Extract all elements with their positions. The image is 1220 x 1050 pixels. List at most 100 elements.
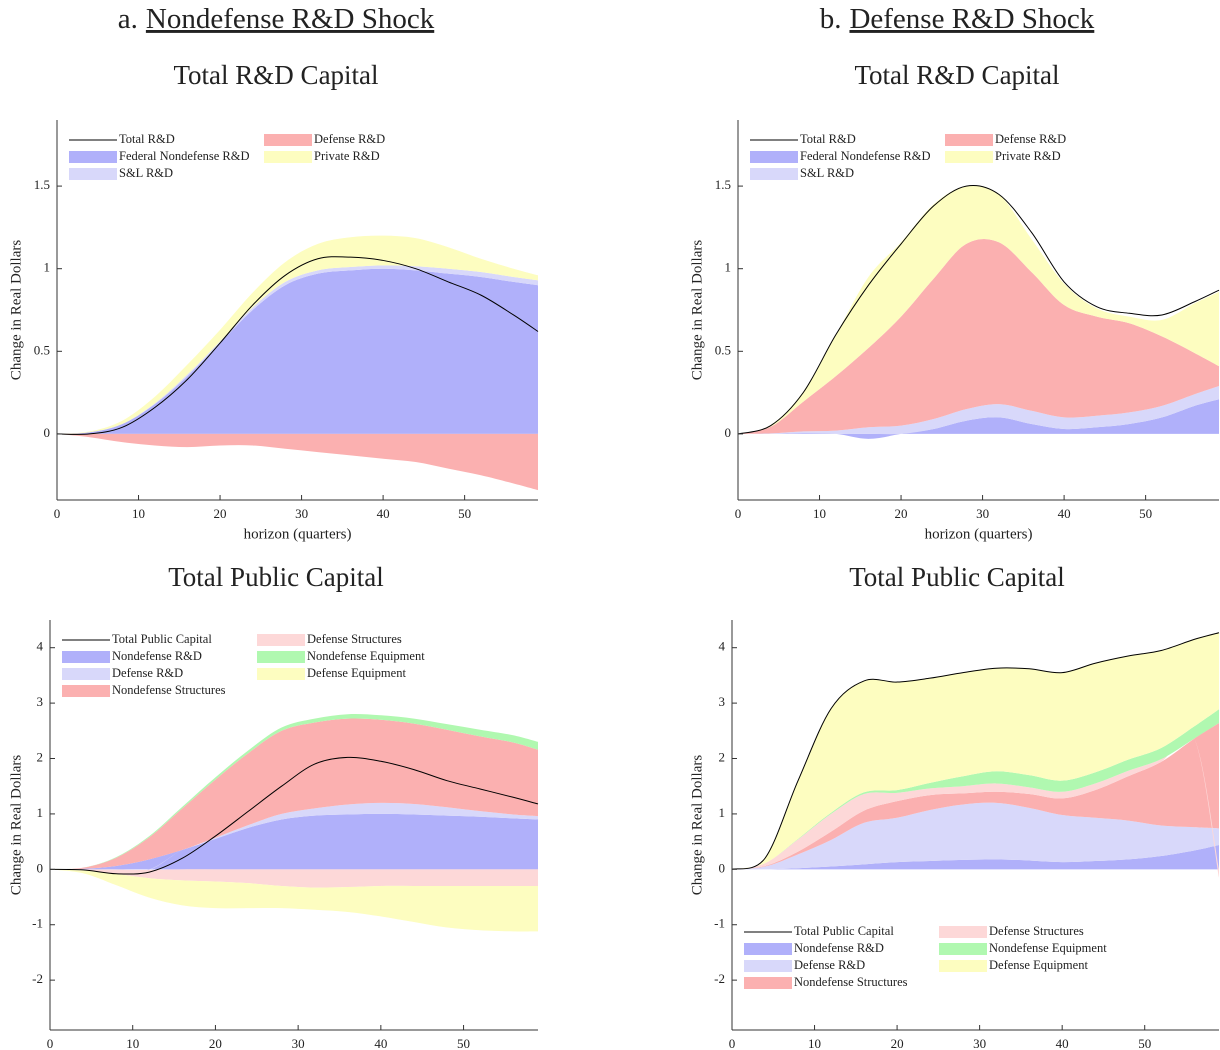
legend-label: Defense Structures	[989, 924, 1084, 938]
x-tick-label: 0	[47, 1036, 54, 1050]
area	[732, 802, 1219, 870]
legend-label: Defense R&D	[995, 132, 1066, 146]
chart-title: Total R&D Capital	[173, 60, 378, 90]
panel-letter: a.	[118, 3, 138, 35]
legend-swatch	[69, 151, 117, 163]
legend-swatch	[264, 134, 312, 146]
y-tick-label: 4	[37, 639, 44, 654]
legend-label: Defense Structures	[307, 632, 402, 646]
panel-header: a. Nondefense R&D Shock	[118, 3, 435, 35]
x-tick-label: 50	[458, 506, 471, 521]
legend-swatch	[62, 668, 110, 680]
x-axis-label: horizon (quarters)	[244, 526, 352, 542]
y-tick-label: 1.5	[34, 177, 50, 192]
y-axis-label: Change in Real Dollars	[689, 240, 705, 381]
y-tick-label: 1.5	[715, 177, 731, 192]
y-tick-label: 1	[725, 260, 732, 275]
x-tick-label: 50	[1139, 506, 1152, 521]
y-tick-label: -2	[714, 971, 725, 986]
line	[737, 184, 1220, 435]
legend-label: Defense Equipment	[307, 666, 406, 680]
legend-swatch	[257, 668, 305, 680]
area	[732, 844, 1219, 870]
x-tick-label: 40	[374, 1036, 387, 1050]
line	[731, 632, 1220, 870]
legend-label: Nondefense Structures	[794, 975, 908, 989]
area	[50, 869, 538, 888]
legend-label: Total Public Capital	[112, 632, 212, 646]
legend-label: Private R&D	[995, 149, 1061, 163]
legend-swatch	[750, 168, 798, 180]
x-tick-label: 30	[295, 506, 308, 521]
x-tick-label: 50	[1138, 1036, 1151, 1050]
area	[50, 813, 538, 870]
legend-label: Nondefense R&D	[112, 649, 202, 663]
legend-swatch	[744, 960, 792, 972]
legend-label: Nondefense Equipment	[307, 649, 425, 663]
area	[50, 718, 538, 870]
x-tick-label: 30	[292, 1036, 305, 1050]
panel-title: Defense R&D Shock	[849, 3, 1094, 35]
legend-swatch	[62, 685, 110, 697]
y-tick-label: 0.5	[715, 342, 731, 357]
area	[738, 185, 1219, 434]
y-tick-label: 0	[37, 860, 44, 875]
area	[732, 632, 1219, 870]
y-tick-label: -1	[714, 916, 725, 931]
legend-swatch	[257, 634, 305, 646]
legend-swatch	[264, 151, 312, 163]
y-axis-label: Change in Real Dollars	[689, 755, 705, 896]
y-tick-label: 0.5	[34, 342, 50, 357]
line	[56, 256, 539, 435]
x-tick-label: 20	[895, 506, 908, 521]
y-axis-label: Change in Real Dollars	[8, 240, 24, 381]
legend-swatch	[939, 926, 987, 938]
legend-swatch	[939, 943, 987, 955]
legend-label: Federal Nondefense R&D	[800, 149, 931, 163]
area	[738, 399, 1219, 439]
x-tick-label: 40	[1058, 506, 1071, 521]
x-tick-label: 10	[132, 506, 145, 521]
legend-label: S&L R&D	[800, 166, 854, 180]
legend-label: Total R&D	[119, 132, 175, 146]
chart-title: Total Public Capital	[168, 562, 384, 592]
legend-label: Total R&D	[800, 132, 856, 146]
y-tick-label: -2	[32, 971, 43, 986]
panel-title: Nondefense R&D Shock	[146, 3, 435, 35]
panel-header: b. Defense R&D Shock	[820, 3, 1095, 35]
chart: Total R&D Capital horizon (quarters) Chang…	[8, 60, 539, 542]
area	[50, 802, 538, 872]
legend-label: Nondefense Structures	[112, 683, 226, 697]
panel-letter: b.	[820, 3, 842, 35]
legend-swatch	[257, 651, 305, 663]
area	[50, 869, 538, 932]
chart-title: Total R&D Capital	[854, 60, 1059, 90]
x-tick-label: 20	[209, 1036, 222, 1050]
y-tick-label: 1	[37, 805, 44, 820]
legend-swatch	[945, 134, 993, 146]
legend-label: Defense R&D	[112, 666, 183, 680]
y-tick-label: -1	[32, 916, 43, 931]
area	[57, 433, 538, 491]
x-tick-label: 20	[891, 1036, 904, 1050]
x-tick-label: 20	[214, 506, 227, 521]
legend-label: Defense R&D	[794, 958, 865, 972]
y-tick-label: 2	[719, 749, 726, 764]
chart: Total R&D Capital horizon (quarters) Chang…	[689, 60, 1220, 542]
x-tick-label: 0	[735, 506, 742, 521]
y-axis-label: Change in Real Dollars	[8, 755, 24, 896]
x-tick-label: 0	[54, 506, 61, 521]
x-tick-label: 30	[973, 1036, 986, 1050]
legend-label: Nondefense R&D	[794, 941, 884, 955]
legend-swatch	[744, 943, 792, 955]
x-tick-label: 40	[1056, 1036, 1069, 1050]
legend-swatch	[744, 977, 792, 989]
chart-title: Total Public Capital	[849, 562, 1065, 592]
y-tick-label: 2	[37, 749, 44, 764]
x-tick-label: 10	[126, 1036, 139, 1050]
y-tick-label: 0	[725, 425, 732, 440]
legend-label: Defense R&D	[314, 132, 385, 146]
